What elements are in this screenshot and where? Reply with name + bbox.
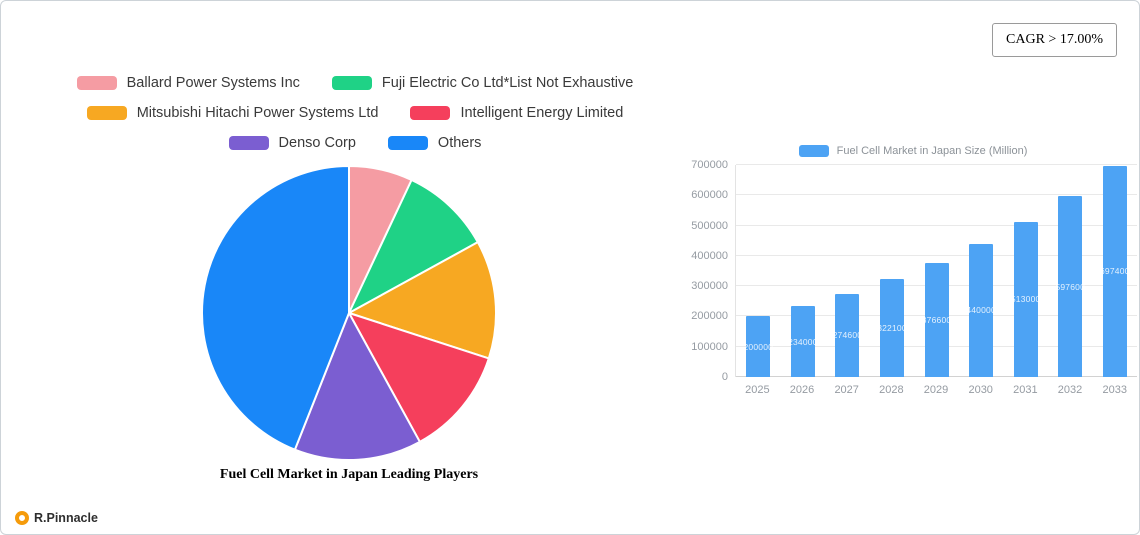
gridline xyxy=(736,194,1137,196)
bar-legend-label: Fuel Cell Market in Japan Size (Million) xyxy=(836,145,1028,157)
gridline xyxy=(736,224,1137,226)
bar-2026: 234000 xyxy=(788,306,818,377)
bar-value-label: 322100 xyxy=(877,323,907,334)
legend-swatch xyxy=(410,106,451,120)
pie-chart xyxy=(199,163,499,463)
bar-2033: 697400 xyxy=(1100,165,1130,377)
bar-legend-swatch xyxy=(798,145,829,157)
y-tick-label: 700000 xyxy=(691,159,728,171)
x-tick-label: 2030 xyxy=(968,384,993,396)
bar-value-label: 200000 xyxy=(743,341,774,352)
bar-value-label: 597600 xyxy=(1055,281,1086,292)
pie-svg xyxy=(201,165,497,461)
plot-area: 200000 234000 274600 322100 376600 440000 5130… xyxy=(735,164,1137,377)
legend-label: Mitsubishi Hitachi Power Systems Ltd xyxy=(136,105,379,121)
legend-item-6[interactable]: Others xyxy=(387,135,482,151)
legend-label: Fuji Electric Co Ltd*List Not Exhaustive xyxy=(381,75,634,91)
legend-item-2[interactable]: Fuji Electric Co Ltd*List Not Exhaustive xyxy=(331,75,634,91)
x-tick-label: 2026 xyxy=(789,384,815,396)
legend-swatch xyxy=(387,136,428,150)
x-tick-label: 2027 xyxy=(834,384,859,396)
x-axis: 2025 2026 2027 2028 2029 2030 2031 2032 2033 xyxy=(735,377,1137,396)
x-tick-label: 2029 xyxy=(923,384,949,396)
legend-item-3[interactable]: Mitsubishi Hitachi Power Systems Ltd xyxy=(86,105,379,121)
bar-2032: 597600 xyxy=(1055,196,1086,377)
x-tick-label: 2031 xyxy=(1013,384,1038,396)
bar-legend[interactable]: Fuel Cell Market in Japan Size (Million) xyxy=(689,145,1137,157)
bar-2028: 322100 xyxy=(877,279,907,377)
bar-plot-row: 0 100000 200000 300000 400000 500000 600000 700… xyxy=(689,159,1137,383)
pie-slice-3 xyxy=(348,241,497,360)
legend-item-1[interactable]: Ballard Power Systems Inc xyxy=(76,75,300,91)
legend-swatch xyxy=(331,76,372,90)
bar-chart: Fuel Cell Market in Japan Size (Million)… xyxy=(689,145,1137,396)
pie-slice-4 xyxy=(348,312,490,443)
legend-swatch xyxy=(76,76,117,90)
y-tick-label: 400000 xyxy=(691,249,728,262)
pinnacle-icon xyxy=(15,511,29,525)
bars-group: 200000 234000 274600 322100 376600 440000 5130… xyxy=(736,165,1137,377)
y-tick-label: 200000 xyxy=(691,310,728,323)
legend-swatch xyxy=(228,136,269,150)
bar-slot: 597600 xyxy=(1048,165,1093,377)
bar-value-label: 274600 xyxy=(832,330,863,341)
legend-item-5[interactable]: Denso Corp xyxy=(228,135,356,151)
y-tick-label: 0 xyxy=(721,371,728,383)
bar-slot: 200000 xyxy=(736,165,781,377)
bar-value-label: 440000 xyxy=(966,305,996,316)
bar-value-label: 697400 xyxy=(1100,266,1130,277)
bar-value-label: 234000 xyxy=(788,336,818,347)
gridline xyxy=(736,254,1137,256)
brand-logo: R.Pinnacle xyxy=(15,511,98,525)
bar-2029: 376600 xyxy=(921,262,952,377)
y-tick-label: 600000 xyxy=(691,189,728,202)
bar-2030: 440000 xyxy=(966,243,996,377)
bar-2031: 513000 xyxy=(1010,221,1041,377)
gridline xyxy=(736,164,1137,165)
x-tick-label: 2033 xyxy=(1102,384,1127,396)
legend-label: Others xyxy=(437,135,482,151)
bar-value-label: 376600 xyxy=(921,314,952,325)
legend-swatch xyxy=(86,106,127,120)
legend-label: Denso Corp xyxy=(278,135,356,151)
brand-name: R.Pinnacle xyxy=(34,511,98,525)
bar-slot: 440000 xyxy=(959,165,1004,377)
legend-label: Ballard Power Systems Inc xyxy=(126,75,300,91)
pie-title: Fuel Cell Market in Japan Leading Player… xyxy=(219,467,479,482)
bar-2027: 274600 xyxy=(833,293,862,377)
bar-slot: 376600 xyxy=(914,165,959,377)
cagr-badge: CAGR > 17.00% xyxy=(992,23,1117,57)
legend-label: Intelligent Energy Limited xyxy=(460,105,624,121)
y-axis: 0 100000 200000 300000 400000 500000 600000 700… xyxy=(689,159,735,383)
legend-item-4[interactable]: Intelligent Energy Limited xyxy=(410,105,623,121)
pie-slice-2 xyxy=(348,178,479,314)
x-tick-label: 2032 xyxy=(1057,384,1083,396)
cagr-text: CAGR > 17.00% xyxy=(1006,32,1103,47)
y-tick-label: 100000 xyxy=(691,340,728,353)
bar-slot: 513000 xyxy=(1003,165,1048,377)
pie-slice-5 xyxy=(293,312,421,461)
y-tick-label: 500000 xyxy=(691,219,728,232)
bar-slot: 322100 xyxy=(870,165,915,377)
x-tick-label: 2025 xyxy=(745,384,770,396)
pie-legend: Ballard Power Systems Inc Fuji Electric C… xyxy=(29,75,681,151)
bar-slot: 234000 xyxy=(781,165,826,377)
bar-value-label: 513000 xyxy=(1010,294,1041,305)
x-tick-label: 2028 xyxy=(879,384,904,396)
bar-slot: 274600 xyxy=(825,165,870,377)
y-tick-label: 300000 xyxy=(691,280,728,293)
pie-slice-6 xyxy=(201,165,350,451)
bar-2025: 200000 xyxy=(744,316,773,377)
bar-slot: 697400 xyxy=(1093,165,1138,377)
